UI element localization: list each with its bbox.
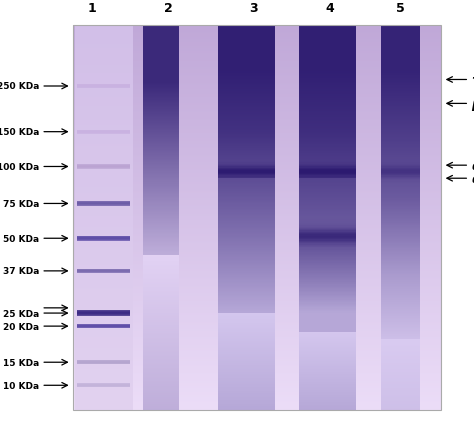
- Text: 37 KDa: 37 KDa: [3, 267, 39, 276]
- Text: 5: 5: [396, 2, 405, 15]
- Text: α1: α1: [472, 159, 474, 172]
- Text: 10 KDa: 10 KDa: [3, 381, 39, 390]
- Text: 150 KDa: 150 KDa: [0, 128, 39, 137]
- Text: 75 KDa: 75 KDa: [3, 200, 39, 208]
- Text: 2: 2: [164, 2, 173, 15]
- Text: 250 KDa: 250 KDa: [0, 82, 39, 91]
- Text: β: β: [472, 98, 474, 111]
- Text: 50 KDa: 50 KDa: [3, 234, 39, 243]
- Text: 20 KDa: 20 KDa: [3, 322, 39, 331]
- Text: 4: 4: [325, 2, 334, 15]
- Text: 25 KDa: 25 KDa: [3, 309, 39, 318]
- Text: 3: 3: [249, 2, 258, 15]
- Text: 15 KDa: 15 KDa: [3, 358, 39, 367]
- Text: γ: γ: [472, 74, 474, 87]
- Text: 100 KDa: 100 KDa: [0, 163, 39, 171]
- Text: 1: 1: [88, 2, 97, 15]
- Text: α2: α2: [472, 172, 474, 185]
